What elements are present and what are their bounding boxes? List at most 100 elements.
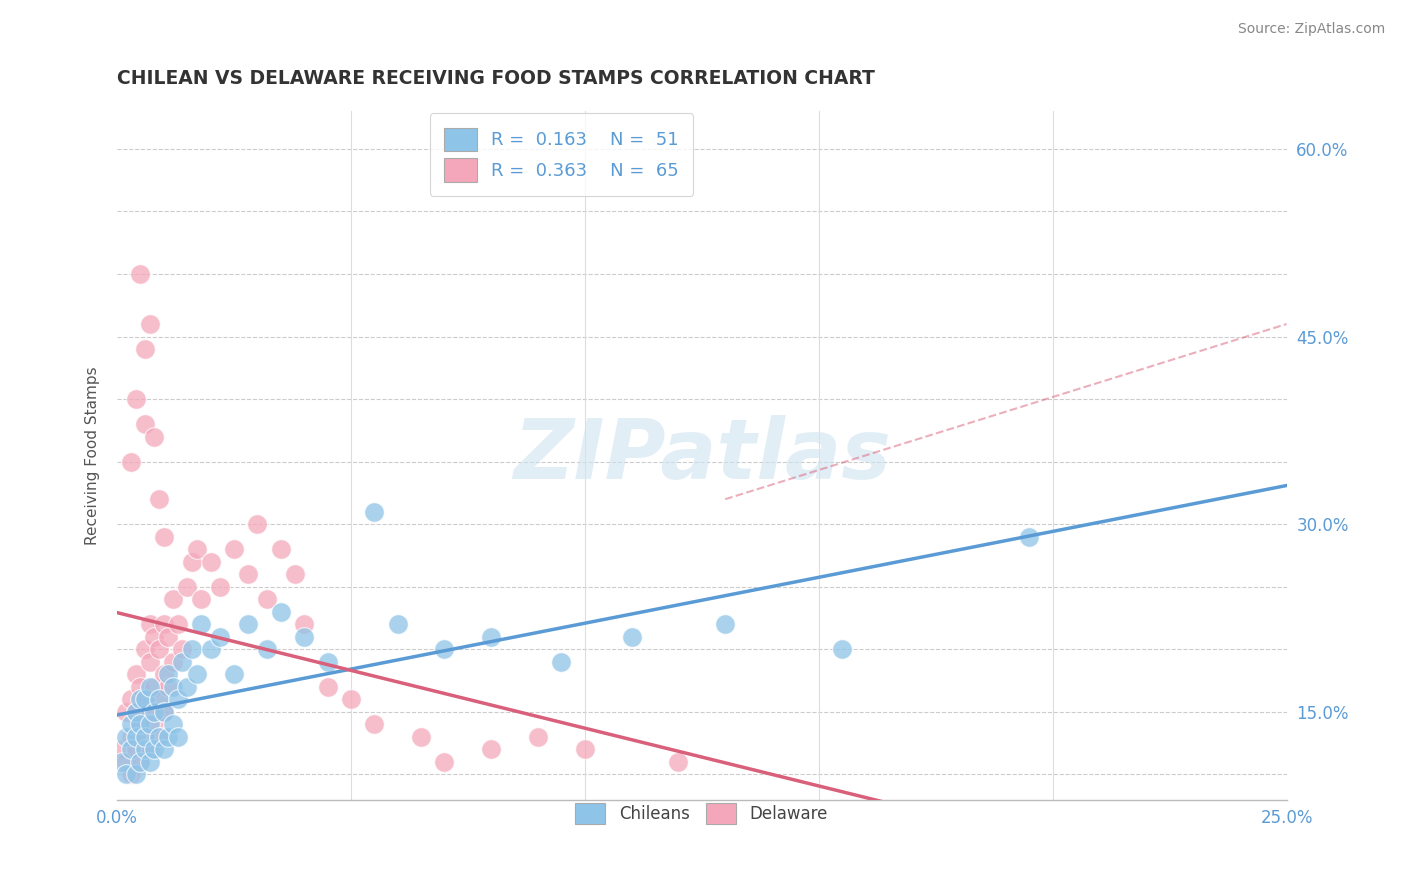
Point (138, 705, 160, 719)
Point (115, 730, 138, 744)
Point (550, 655, 572, 669)
Point (125, 392, 148, 406)
Point (157, 667, 180, 681)
Point (714, 617, 737, 632)
Point (186, 542, 208, 557)
Point (134, 417, 156, 431)
Point (172, 655, 194, 669)
Point (157, 630, 180, 644)
Point (120, 717, 142, 731)
Point (134, 692, 156, 706)
Point (340, 692, 363, 706)
Point (138, 317, 160, 331)
Point (125, 705, 148, 719)
Point (125, 742, 148, 756)
Point (363, 717, 385, 731)
Point (152, 667, 174, 681)
Point (162, 717, 184, 731)
Point (152, 617, 174, 632)
Point (236, 617, 259, 632)
Point (138, 655, 160, 669)
Point (222, 542, 245, 557)
Point (176, 580, 198, 594)
Point (111, 755, 134, 769)
Point (200, 642, 222, 657)
Point (143, 705, 166, 719)
Point (138, 680, 160, 694)
Point (246, 517, 269, 532)
Point (152, 705, 174, 719)
Point (200, 555, 222, 569)
Point (148, 692, 170, 706)
Point (433, 755, 456, 769)
Point (111, 742, 134, 756)
Point (433, 642, 456, 657)
Point (120, 767, 142, 781)
Point (129, 680, 152, 694)
Point (125, 667, 148, 681)
Point (143, 742, 166, 756)
Point (138, 742, 160, 756)
Point (138, 617, 160, 632)
Point (236, 567, 259, 582)
Point (134, 730, 156, 744)
Point (115, 705, 138, 719)
Text: Source: ZipAtlas.com: Source: ZipAtlas.com (1237, 22, 1385, 37)
Point (148, 492, 170, 507)
Point (143, 680, 166, 694)
Point (134, 692, 156, 706)
Point (134, 642, 156, 657)
Point (148, 730, 170, 744)
Point (162, 680, 184, 694)
Point (270, 542, 292, 557)
Point (120, 692, 142, 706)
Point (152, 705, 174, 719)
Point (479, 742, 502, 756)
Point (148, 642, 170, 657)
Point (120, 455, 142, 469)
Point (143, 430, 166, 444)
Point (574, 742, 596, 756)
Point (157, 680, 180, 694)
Point (387, 617, 409, 632)
Point (115, 767, 138, 781)
Point (134, 742, 156, 756)
Point (166, 730, 188, 744)
Point (222, 667, 245, 681)
Point (138, 755, 160, 769)
Point (148, 730, 170, 744)
Point (162, 592, 184, 607)
Point (166, 617, 188, 632)
Point (479, 630, 502, 644)
Legend: Chileans, Delaware: Chileans, Delaware (567, 795, 837, 832)
Point (129, 717, 152, 731)
Y-axis label: Receiving Food Stamps: Receiving Food Stamps (86, 366, 100, 545)
Point (292, 630, 315, 644)
Point (143, 717, 166, 731)
Point (125, 767, 148, 781)
Point (152, 530, 174, 544)
Point (129, 755, 152, 769)
Text: ZIPatlas: ZIPatlas (513, 415, 891, 496)
Point (129, 692, 152, 706)
Point (316, 655, 339, 669)
Point (292, 617, 315, 632)
Point (138, 717, 160, 731)
Point (148, 692, 170, 706)
Point (134, 730, 156, 744)
Point (527, 730, 550, 744)
Point (256, 592, 278, 607)
Point (152, 742, 174, 756)
Point (157, 730, 180, 744)
Point (284, 567, 307, 582)
Point (129, 267, 152, 281)
Point (143, 630, 166, 644)
Point (134, 342, 156, 356)
Point (129, 755, 152, 769)
Point (831, 642, 853, 657)
Point (1018, 530, 1040, 544)
Point (162, 655, 184, 669)
Point (166, 692, 188, 706)
Point (125, 705, 148, 719)
Point (363, 505, 385, 519)
